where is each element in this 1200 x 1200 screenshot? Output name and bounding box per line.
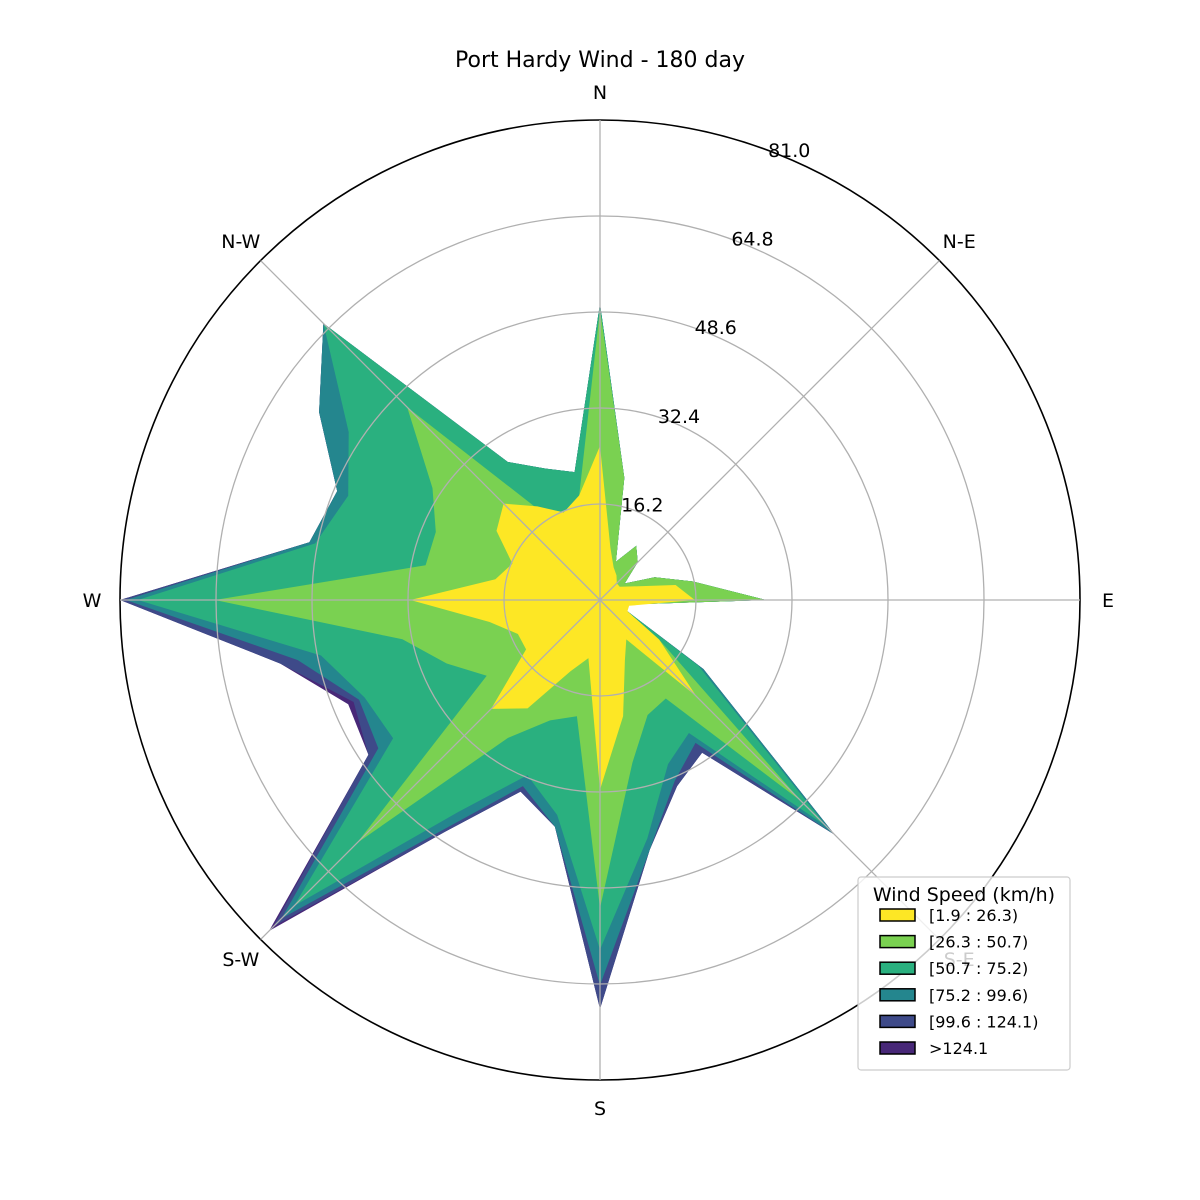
legend-swatch [879,908,916,922]
direction-label: N-E [943,231,976,253]
direction-label: E [1102,590,1114,612]
legend-swatch [879,988,916,1002]
legend-swatch [879,961,916,975]
radial-tick-label: 81.0 [768,140,810,162]
grid-spoke-1 [599,260,940,601]
chart-title: Port Hardy Wind - 180 day [455,48,745,73]
legend-title: Wind Speed (km/h) [873,884,1055,906]
legend: Wind Speed (km/h)[1.9 : 26.3) [26.3 : 50.… [857,876,1071,1071]
direction-label: S-W [222,949,259,971]
polar-grid [119,119,1081,1081]
direction-label: N-W [221,231,260,253]
direction-label: N [593,82,607,104]
direction-label: W [83,590,102,612]
series-area-0 [410,445,697,790]
legend-swatch [879,1014,916,1029]
legend-entry-label: >124.1 [929,1039,988,1058]
legend-entry-label: [26.3 : 50.7) [929,933,1028,952]
grid-spoke-5 [260,599,601,940]
radial-tick-label: 48.6 [695,317,737,339]
legend-entry-label: [50.7 : 75.2) [929,959,1028,978]
radial-tick-label: 32.4 [658,406,700,428]
legend-entry-label: [99.6 : 124.1) [929,1012,1038,1031]
radial-tick-label: 64.8 [731,229,773,251]
legend-entry-label: [1.9 : 26.3) [929,906,1018,925]
radial-tick-label: 16.2 [621,495,663,517]
series-areas [120,303,835,1009]
legend-entry-label: [75.2 : 99.6) [929,986,1028,1005]
direction-label: S [594,1098,606,1120]
legend-swatch [879,934,916,949]
grid-spoke-3 [260,260,601,601]
legend-swatch [879,1041,916,1055]
